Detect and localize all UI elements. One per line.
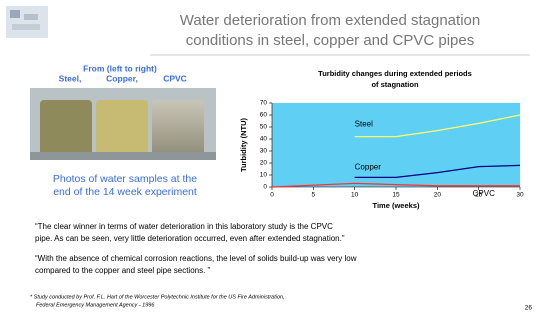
x-tick-label: 10 — [351, 192, 359, 199]
photo-label: CPVC — [163, 73, 187, 83]
quote: pipe. As can be seen, very little deteri… — [35, 234, 345, 243]
y-tick-label: 50 — [260, 124, 268, 131]
quote: “With the absence of chemical corrosion … — [35, 254, 357, 263]
series-label: CPVC — [473, 189, 495, 198]
photo-note: Photos of water samples at the — [53, 173, 197, 185]
chart-title: Turbidity changes during extended period… — [318, 69, 472, 78]
y-tick-label: 0 — [263, 184, 267, 191]
x-tick-label: 20 — [434, 192, 442, 199]
x-tick-label: 15 — [392, 192, 400, 199]
slide: Water deterioration from extended stagna… — [0, 0, 543, 318]
x-tick-label: 0 — [270, 192, 274, 199]
x-tick-label: 30 — [516, 192, 524, 199]
photo-label: Copper, — [106, 73, 138, 83]
y-tick-label: 60 — [260, 112, 268, 119]
photo-caption: From (left to right) — [83, 63, 157, 73]
y-tick-label: 10 — [260, 172, 268, 179]
y-axis-label: Turbidity (NTU) — [239, 117, 248, 172]
quote: compared to the copper and steel pipe se… — [35, 266, 211, 275]
photo — [30, 88, 216, 160]
y-tick-label: 20 — [260, 160, 268, 167]
title: Water deterioration from extended stagna… — [180, 12, 480, 29]
chart-title: of stagnation — [371, 80, 418, 89]
y-tick-label: 70 — [260, 100, 268, 107]
x-tick-label: 5 — [312, 192, 316, 199]
photo-label: Steel, — [59, 73, 82, 83]
plot-area — [272, 103, 520, 187]
photo-note: end of the 14 week experiment — [53, 186, 197, 198]
quote: “The clear winner in terms of water dete… — [35, 222, 333, 231]
footnote: Federal Emergency Management Agency - 19… — [36, 302, 155, 308]
series-label: Copper — [355, 163, 382, 172]
y-tick-label: 40 — [260, 136, 268, 143]
series-label: Steel — [355, 120, 373, 129]
y-tick-label: 30 — [260, 148, 268, 155]
title: conditions in steel, copper and CPVC pip… — [186, 32, 475, 49]
x-axis-label: Time (weeks) — [373, 201, 420, 210]
page-number: 26 — [525, 305, 533, 312]
corner-logo — [6, 6, 48, 38]
footnote: * Study conducted by Prof. F.L. Hart of … — [30, 294, 285, 300]
